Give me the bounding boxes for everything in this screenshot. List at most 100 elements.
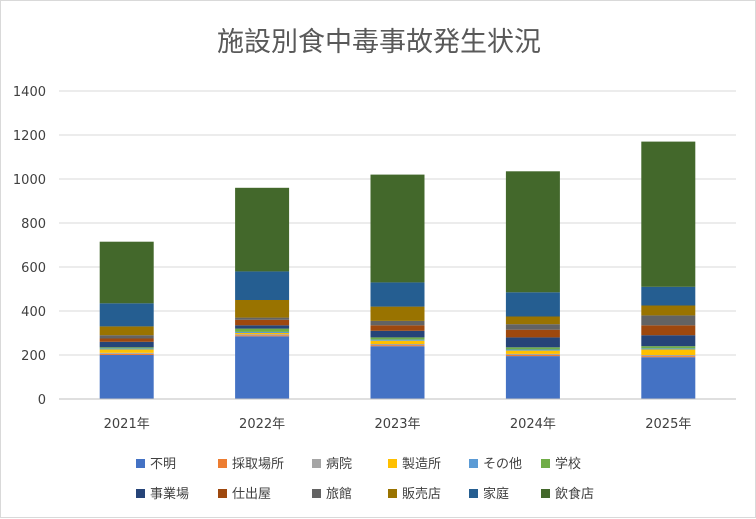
- bar-segment: [370, 282, 425, 307]
- x-tick-label: 2025年: [645, 417, 691, 432]
- bar-segment: [505, 347, 560, 350]
- legend-swatch: [218, 459, 227, 468]
- legend-swatch: [541, 489, 550, 498]
- bar-segment: [505, 292, 560, 317]
- bar-segment: [99, 355, 154, 399]
- legend-swatch: [388, 459, 397, 468]
- bar-segment: [99, 338, 154, 342]
- legend-swatch: [541, 459, 550, 468]
- bars: [99, 141, 696, 399]
- y-tick-label: 600: [21, 261, 46, 276]
- x-tick-label: 2024年: [510, 417, 556, 432]
- legend-swatch: [136, 459, 145, 468]
- bar-segment: [641, 355, 696, 357]
- bar-segment: [505, 171, 560, 293]
- bar-segment: [505, 356, 560, 399]
- legend-swatch: [312, 489, 321, 498]
- bar-segment: [505, 353, 560, 355]
- bar-segment: [235, 319, 290, 326]
- bar-segment: [370, 339, 425, 341]
- legend-label: 学校: [555, 456, 581, 472]
- legend-label: 仕出屋: [232, 487, 271, 502]
- bar-segment: [641, 335, 696, 347]
- bar-segment: [370, 337, 425, 340]
- legend-label: 製造所: [402, 457, 441, 472]
- legend-label: 旅館: [326, 487, 352, 502]
- bar-segment: [370, 325, 425, 331]
- bar-segment: [370, 306, 425, 321]
- y-tick-label: 1400: [13, 85, 46, 100]
- bar-segment: [235, 271, 290, 300]
- legend-label: 家庭: [483, 486, 509, 502]
- bar-segment: [370, 344, 425, 346]
- x-tick-label: 2023年: [374, 417, 420, 432]
- bar-segment: [235, 325, 290, 329]
- bar-segment: [641, 141, 696, 287]
- bar-segment: [505, 350, 560, 354]
- bar-segment: [235, 317, 290, 320]
- bar-segment: [235, 331, 290, 333]
- y-tick-label: 1000: [13, 173, 46, 188]
- chart-title: 施設別食中毒事故発生状況: [217, 27, 541, 58]
- bar-segment: [99, 303, 154, 327]
- bar-segment: [99, 347, 154, 349]
- bar-segment: [99, 326, 154, 336]
- legend-label: 販売店: [402, 486, 441, 502]
- y-tick-label: 800: [21, 217, 46, 232]
- bar-segment: [641, 356, 696, 358]
- legend-swatch: [469, 489, 478, 498]
- bar-segment: [235, 336, 290, 399]
- x-tick-label: 2021年: [104, 417, 150, 432]
- legend-label: その他: [483, 457, 522, 472]
- bar-segment: [370, 330, 425, 338]
- bar-segment: [641, 346, 696, 349]
- bar-segment: [505, 349, 560, 351]
- bar-segment: [641, 315, 696, 326]
- legend-swatch: [312, 459, 321, 468]
- bar-segment: [505, 316, 560, 325]
- x-tick-label: 2022年: [239, 417, 285, 432]
- bar-segment: [370, 174, 425, 283]
- legend-label: 採取場所: [232, 457, 284, 472]
- bar-segment: [370, 346, 425, 399]
- legend-swatch: [388, 489, 397, 498]
- bar-segment: [641, 325, 696, 336]
- bar-segment: [99, 349, 154, 353]
- bar-segment: [235, 334, 290, 336]
- bar-segment: [505, 355, 560, 357]
- bar-segment: [99, 348, 154, 350]
- legend-label: 事業場: [150, 486, 189, 502]
- bar-segment: [99, 241, 154, 304]
- y-axis-ticks: 0 200 400 600 800 1000 1200 1400: [13, 85, 46, 408]
- bar-segment: [99, 341, 154, 348]
- legend-label: 病院: [326, 457, 352, 472]
- bar-segment: [99, 335, 154, 339]
- bar-segment: [641, 357, 696, 399]
- bar-segment: [370, 320, 425, 326]
- bar-segment: [505, 324, 560, 330]
- bar-segment: [505, 329, 560, 338]
- bar-segment: [235, 335, 290, 337]
- bar-segment: [641, 348, 696, 350]
- bar-segment: [505, 337, 560, 348]
- bar-segment: [99, 353, 154, 355]
- y-tick-label: 400: [21, 305, 46, 320]
- bar-segment: [235, 187, 290, 272]
- bar-segment: [641, 286, 696, 306]
- y-tick-label: 0: [38, 393, 46, 408]
- legend-label: 不明: [150, 457, 176, 472]
- x-axis-ticks: 2021年 2022年 2023年 2024年 2025年: [104, 417, 692, 432]
- bar-segment: [235, 333, 290, 335]
- legend-label: 飲食店: [555, 486, 594, 502]
- bar-segment: [235, 328, 290, 332]
- legend-swatch: [469, 459, 478, 468]
- y-tick-label: 1200: [13, 129, 46, 144]
- bar-segment: [641, 349, 696, 355]
- legend-swatch: [136, 489, 145, 498]
- y-tick-label: 200: [21, 349, 46, 364]
- legend-swatch: [218, 489, 227, 498]
- bar-segment: [641, 305, 696, 316]
